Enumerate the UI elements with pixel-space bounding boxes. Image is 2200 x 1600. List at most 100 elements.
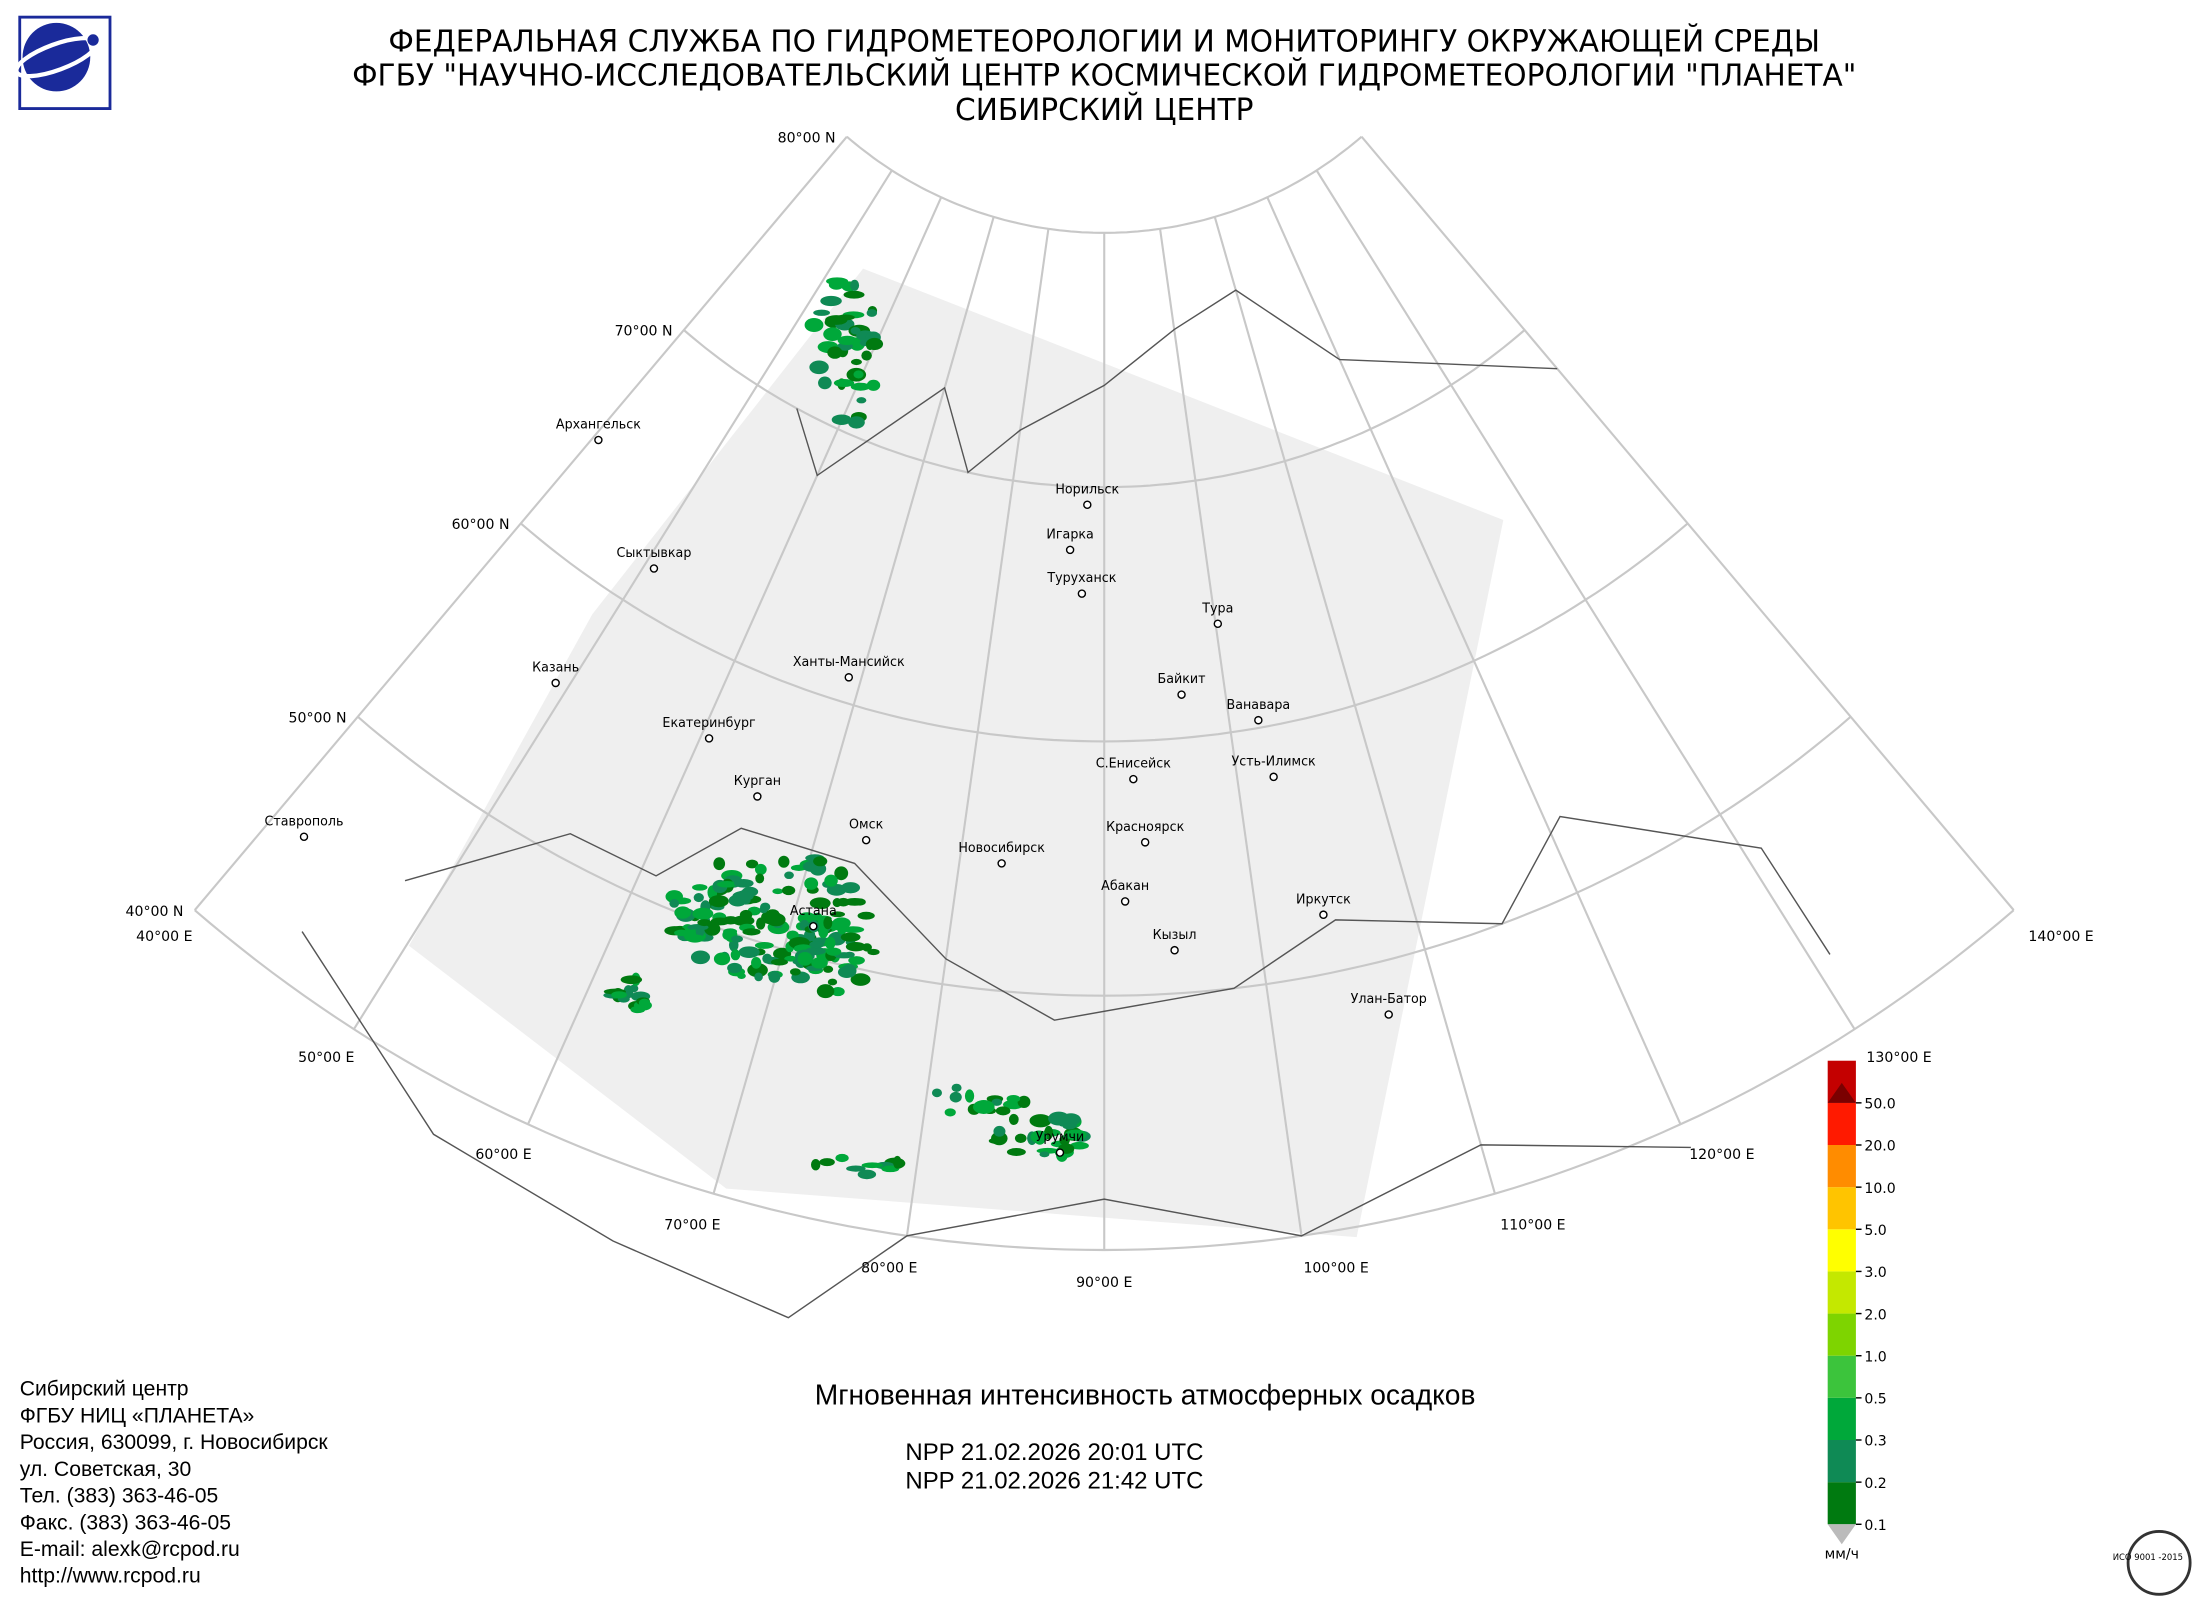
- precip-cell: [850, 358, 862, 366]
- colorbar-segment: [1827, 1271, 1856, 1314]
- precip-cell: [844, 951, 855, 958]
- precip-cell: [819, 1158, 835, 1167]
- colorbar-under: [1827, 1524, 1856, 1545]
- precip-cell: [1008, 1113, 1019, 1125]
- lat-label: 80°00 N: [778, 130, 836, 146]
- city-label: С.Енисейск: [1096, 757, 1171, 772]
- precip-cell: [770, 958, 788, 966]
- city-marker: [1129, 774, 1138, 784]
- precip-cell: [826, 947, 842, 956]
- city-marker: [649, 564, 659, 573]
- lon-label: 80°00 E: [861, 1260, 917, 1276]
- precip-cell: [638, 998, 651, 1008]
- precip-cell: [713, 857, 726, 871]
- precip-cell: [611, 991, 627, 999]
- city-label: Сыктывкар: [616, 546, 691, 561]
- parallel: [846, 135, 1363, 234]
- precip-cell: [837, 966, 856, 979]
- city-marker: [1065, 545, 1075, 555]
- precip-cell: [944, 1108, 956, 1117]
- city-marker: [1177, 690, 1186, 699]
- colorbar-segment: [1827, 1397, 1856, 1440]
- city-label: Омск: [849, 818, 883, 833]
- city-label: Курган: [734, 774, 781, 789]
- precip-cell: [789, 968, 801, 976]
- precip-cell: [805, 946, 826, 956]
- precip-cell: [854, 898, 866, 906]
- precip-cell: [762, 953, 773, 964]
- colorbar-label: 0.1: [1864, 1518, 1886, 1534]
- stamp: ИСО 9001 -2015: [2113, 1530, 2192, 1596]
- city-marker: [861, 835, 871, 845]
- precip-cell: [826, 883, 847, 896]
- lon-label: 100°00 E: [1303, 1260, 1368, 1276]
- precip-cell: [804, 877, 819, 890]
- city-label: Ванавара: [1227, 698, 1291, 713]
- colorbar-label: 10.0: [1864, 1181, 1895, 1197]
- city-label: Туруханск: [1046, 571, 1116, 586]
- precip-cell: [745, 859, 759, 869]
- city-marker: [809, 921, 818, 931]
- city-marker: [1269, 772, 1278, 782]
- precip-cell: [693, 893, 704, 903]
- precip-cell: [1064, 1129, 1087, 1141]
- precip-cell: [848, 416, 865, 429]
- precip-cell: [820, 295, 842, 307]
- precip-cell: [766, 909, 780, 918]
- precip-cell: [755, 873, 765, 884]
- unit-label: мм/ч: [1825, 1546, 1859, 1562]
- header-line: ФГБУ "НАУЧНО-ИССЛЕДОВАТЕЛЬСКИЙ ЦЕНТР КОС…: [352, 58, 1856, 94]
- precip-cell: [754, 863, 767, 875]
- stamp-text: ИСО 9001 -2015: [2113, 1553, 2183, 1563]
- colorbar-segment: [1827, 1187, 1856, 1230]
- city-marker: [753, 792, 762, 801]
- precip-cell: [809, 360, 829, 375]
- precip-cell: [797, 951, 813, 966]
- colorbar-label: 0.2: [1864, 1476, 1886, 1492]
- precip-cell: [850, 382, 871, 391]
- precip-cell: [993, 1125, 1006, 1137]
- city-label: Улан-Батор: [1351, 992, 1427, 1007]
- contact-line: Тел. (383) 363-46-05: [20, 1483, 219, 1507]
- header-line: СИБИРСКИЙ ЦЕНТР: [955, 92, 1253, 128]
- precip-cell: [857, 911, 875, 920]
- colorbar-segment: [1827, 1102, 1856, 1145]
- precip-cell: [760, 902, 771, 912]
- colorbar-label: 0.3: [1864, 1434, 1886, 1450]
- colorbar-label: 3.0: [1864, 1265, 1886, 1281]
- lat-label: 60°00 N: [452, 517, 510, 533]
- precip-cell: [768, 970, 781, 983]
- lat-label: 70°00 N: [615, 324, 673, 340]
- precip-cell: [988, 1137, 1007, 1145]
- precip-cell: [972, 1100, 995, 1114]
- precip-cell: [830, 911, 846, 918]
- meridian: [352, 169, 893, 1030]
- precip-cell: [835, 1153, 849, 1163]
- precip-cell: [828, 279, 845, 290]
- border: [404, 815, 1831, 1021]
- precip-cell: [866, 309, 878, 317]
- precip-cell: [811, 1158, 821, 1171]
- precip-cell: [865, 337, 884, 351]
- precip-cell: [834, 866, 849, 881]
- precip-cell: [708, 895, 729, 908]
- city-label: Ханты-Мансийск: [793, 655, 905, 670]
- precip-cell: [827, 923, 847, 931]
- city-label: Абакан: [1101, 879, 1149, 894]
- precip-cell: [781, 885, 796, 896]
- precip-cell: [692, 884, 708, 891]
- precip-cell: [813, 309, 830, 316]
- precip-cell: [1062, 1123, 1077, 1130]
- lon-label: 60°00 E: [475, 1147, 531, 1163]
- precip-cell: [991, 1098, 1003, 1106]
- precip-cell: [1014, 1133, 1027, 1143]
- precip-cell: [850, 973, 871, 986]
- city-label: Астана: [790, 904, 837, 919]
- precip-cell: [1029, 1114, 1052, 1128]
- contact-line: Сибирский центр: [20, 1377, 189, 1401]
- precip-cell: [809, 940, 825, 949]
- precip-cell: [754, 942, 774, 949]
- precip-cell: [704, 922, 721, 936]
- colorbar-segment: [1827, 1313, 1856, 1356]
- precip-cell: [1039, 1151, 1050, 1158]
